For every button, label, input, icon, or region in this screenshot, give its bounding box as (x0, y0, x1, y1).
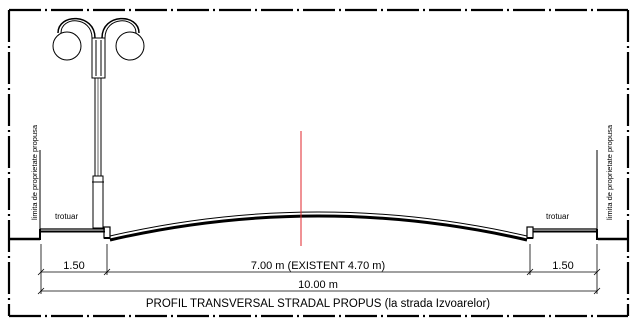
drawing-title: PROFIL TRANSVERSAL STRADAL PROPUS (la st… (146, 298, 490, 310)
curb-left (103, 226, 111, 239)
drawing-border (7, 8, 630, 318)
property-limit-label-right: limita de proprietate propusa (605, 124, 614, 220)
dimension-extension-lines (40, 244, 598, 294)
roadway-surface (109, 211, 528, 242)
double-arm-street-lamp-icon (52, 17, 145, 229)
dimension-total: 10.00 m (298, 279, 338, 291)
dimension-right-sidewalk: 1.50 (552, 260, 573, 272)
dimension-line-partial (37, 268, 601, 276)
dimension-roadway: 7.00 m (EXISTENT 4.70 m) (251, 260, 385, 272)
dimension-left-sidewalk: 1.50 (63, 260, 84, 272)
sidewalk-left (39, 228, 105, 240)
sidewalk-right (533, 228, 598, 240)
sidewalk-label-right: trotuar (546, 212, 569, 221)
curb-right (526, 226, 534, 239)
property-limit-label-left: limita de proprietate propusa (30, 124, 39, 220)
dimension-line-total (37, 287, 601, 295)
sidewalk-label-left: trotuar (55, 212, 78, 221)
